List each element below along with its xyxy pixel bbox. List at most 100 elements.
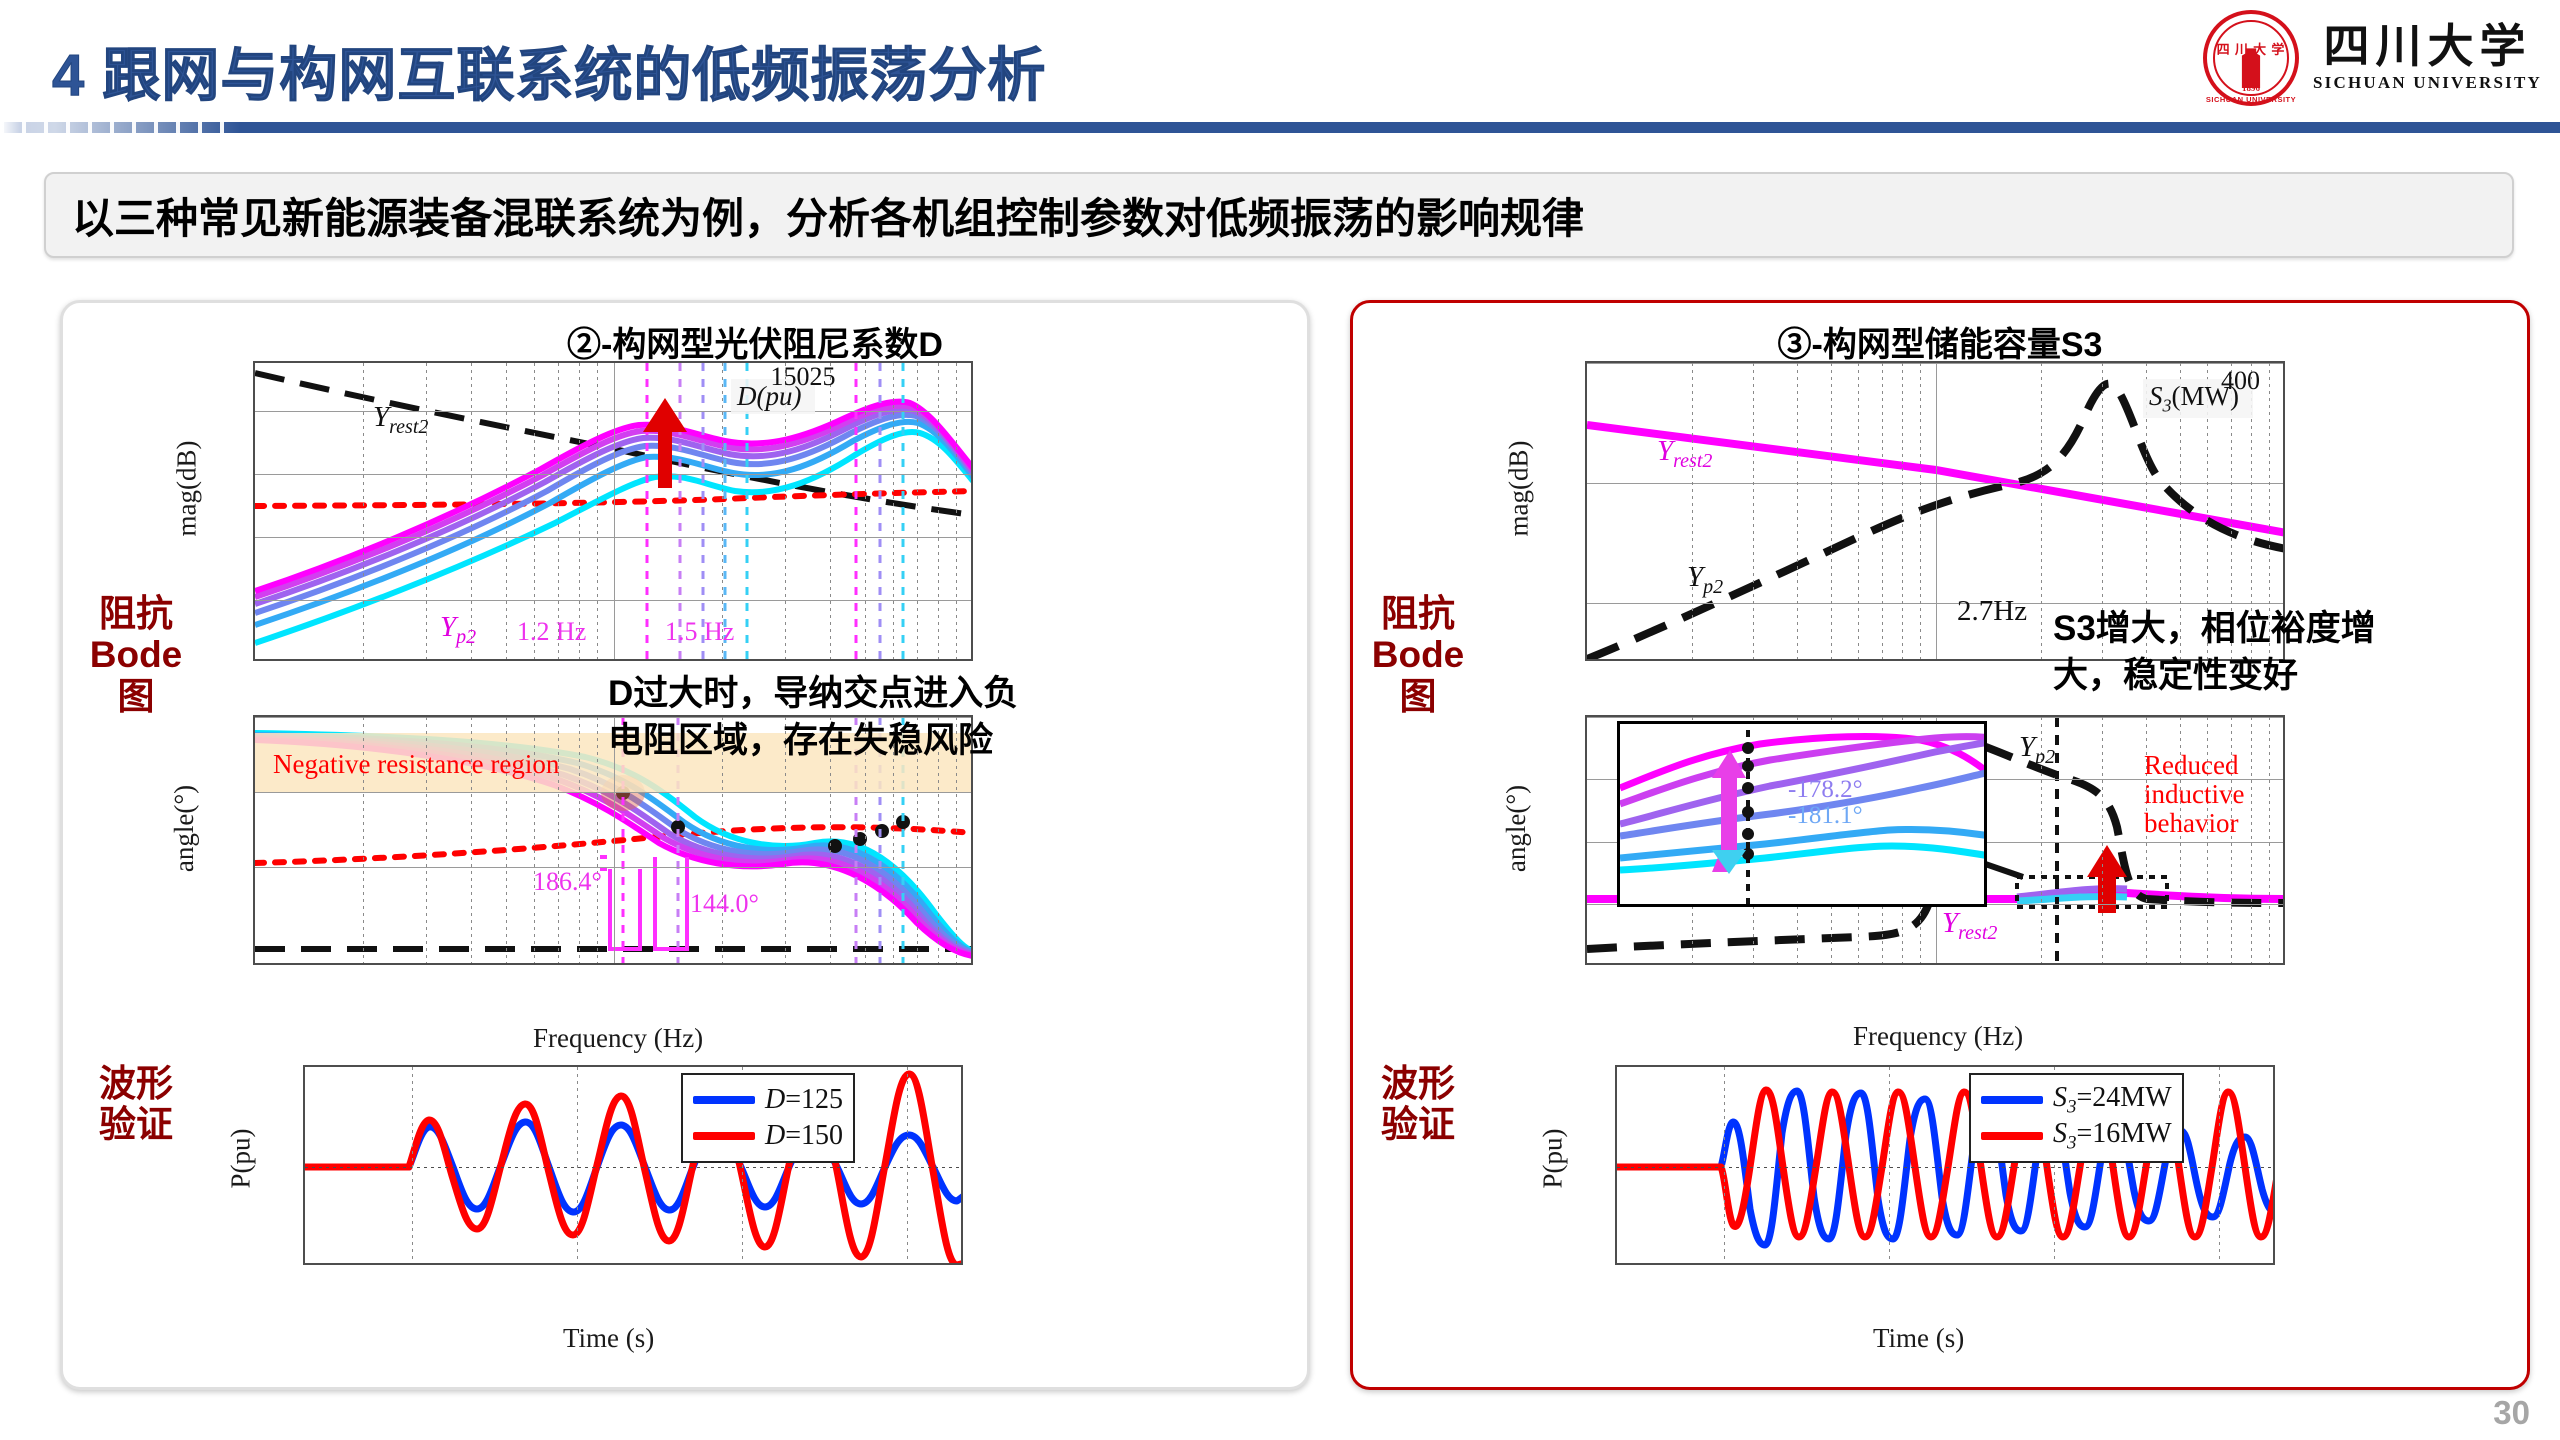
seal-bottom-text: SICHUAN UNIVERSITY [2205,95,2297,104]
title-underline [0,122,2560,133]
legend-item-d150: D=150 [693,1118,843,1154]
right-panel-title: ③-构网型储能容量S3 [1777,326,2103,364]
colorbar-s-symbol: S [2149,381,2163,411]
curve-label-yp2-mag-left: Yp2 [440,611,476,649]
legend-swatch-d125 [693,1096,755,1104]
curve-label-yp2-phase-right: Yp2 [2019,731,2055,769]
legend-s-symbol: S [2053,1081,2067,1113]
freq-marker-1-5hz: 1.5 Hz [665,617,735,646]
reduced-line1: Reduced [2144,750,2239,780]
r-yp2-ph-sub: p2 [2035,745,2056,768]
legend-d-symbol: D [765,1084,786,1115]
row-label-r-line3: 图 [1399,675,1437,717]
sichuan-university-logo: 四 川 大 学 1896 SICHUAN UNIVERSITY 四川大学 SIC… [2203,10,2542,106]
left-panel-title: ②-构网型光伏阻尼系数D [567,326,943,364]
legend-label-d125: D=125 [765,1084,843,1116]
row-label-bode-left: 阻抗 Bode 图 [71,593,201,717]
legend-s3-24-value: =24MW [2076,1081,2172,1113]
right-bode-phase-axes: -178.2° -181.1° 200 100 0 -100 -200 Yp2 … [1585,715,2285,965]
subtitle-box: 以三种常见新能源装备混联系统为例，分析各机组控制参数对低频振荡的影响规律 [44,172,2514,258]
colorbar-s-sub: 3 [2162,395,2172,416]
y-axis-label-angle-right: angle(°) [1501,784,1532,873]
colorbar-min-0: 0 [2246,366,2260,396]
legend-label-s3-16: S3=16MW [2053,1118,2172,1155]
r-yrest2-symbol: Y [1657,435,1674,467]
r-yrest2-sub: rest2 [1673,449,1713,472]
legend-label-d150: D=150 [765,1120,843,1152]
legend-swatch-d150 [693,1132,755,1140]
legend-item-s3-24: S3=24MW [1981,1082,2172,1118]
negative-resistance-label: Negative resistance region [273,749,560,779]
row-label-wave-line1: 波形 [99,1063,173,1104]
right-wave-legend: S3=24MW S3=16MW [1969,1073,2184,1163]
legend-d125-value: =125 [785,1084,844,1115]
right-annotation-line1: S3增大，相位裕度增 [2053,609,2376,648]
logo-english-name: SICHUAN UNIVERSITY [2313,73,2542,92]
phase-margin-144: 144.0° [690,889,759,918]
right-annotation-text: S3增大，相位裕度增 大，稳定性变好 [2053,605,2523,700]
y-axis-label-ppu-left: P(pu) [225,1128,256,1189]
row-label-r-line2: Bode [1371,634,1465,676]
freq-marker-2-7hz: 2.7Hz [1957,595,2028,627]
page-title: 4 跟网与构网互联系统的低频振荡分析 [51,43,1047,109]
reduced-line2: inductive [2144,779,2245,810]
left-colorbar-legend: D(pu) 25 150 [731,362,835,414]
legend-s-sub: 3 [2067,1096,2077,1118]
inset-label-178: -178.2° [1788,776,1863,803]
right-panel: ③-构网型储能容量S3 阻抗 Bode 图 波形 验证 [1350,300,2530,1390]
left-waveform-curves [305,1070,961,1263]
title-bar: 4 跟网与构网互联系统的低频振荡分析 [0,10,2560,120]
legend-item-s3-16: S3=16MW [1981,1118,2172,1154]
legend-s3-16-value: =16MW [2076,1117,2172,1149]
left-annotation-line1: D过大时，导纳交点进入负 [608,674,1019,713]
slide-number: 30 [2493,1394,2530,1431]
left-panel: ②-构网型光伏阻尼系数D 阻抗 Bode 图 波形 验证 [60,300,1310,1390]
left-annotation-text: D过大时，导纳交点进入负 电阻区域，存在失稳风险 [608,670,1168,765]
reduced-inductive-label: Reduced inductive behavior [2144,750,2245,839]
legend-item-d125: D=125 [693,1082,843,1118]
y-axis-label-mag-right: mag(dB) [1503,440,1534,537]
row-label-r-line1: 阻抗 [1381,593,1455,634]
reduced-line3: behavior [2144,808,2239,839]
legend-d-symbol2: D [765,1120,786,1151]
trend-up-arrow-icon [643,398,687,488]
row-label-line3: 图 [117,675,155,717]
left-annotation-line2: 电阻区域，存在失稳风险 [608,721,994,761]
x-axis-label-time-left: Time (s) [563,1323,655,1353]
colorbar-unit: (MW) [2171,381,2239,411]
curve-label-yp2-mag-right: Yp2 [1687,561,1723,599]
yrest2-subscript: rest2 [389,415,429,438]
legend-label-s3-24: S3=24MW [2053,1082,2172,1119]
r-yrest2-ph-sub: rest2 [1958,921,1998,944]
x-axis-label-frequency-left: Frequency (Hz) [533,1023,704,1053]
legend-swatch-s3-24 [1981,1096,2043,1104]
row-label-wave-left: 波形 验证 [71,1063,201,1146]
university-seal-icon: 四 川 大 学 1896 SICHUAN UNIVERSITY [2203,10,2299,106]
inset-curves [1620,730,1984,904]
row-label-wave-right: 波形 验证 [1353,1063,1483,1146]
legend-s-symbol2: S [2053,1117,2067,1149]
colorbar-max-150: 150 [770,362,810,391]
title-underline-fade [0,122,240,133]
row-label-r-wave2: 验证 [1381,1104,1455,1146]
row-label-line1: 阻抗 [99,593,173,634]
seal-tower-icon [2241,48,2261,89]
left-waveform-axes: 1 0.95 0.9 8 10 12 14 D=125 D=150 [303,1065,963,1265]
curve-label-yrest2-phase-right: Yrest2 [1942,907,1997,945]
colorbar-title-d: D(pu) [737,381,802,411]
yp2-subscript: p2 [456,625,477,648]
left-wave-legend: D=125 D=150 [681,1073,856,1163]
negative-resistance-band [255,733,971,793]
y-axis-label-angle-left: angle(°) [169,784,200,873]
row-label-r-wave1: 波形 [1381,1063,1455,1104]
seal-year: 1896 [2242,83,2260,93]
r-yrest2-ph-symbol: Y [1942,907,1959,939]
row-label-bode-right: 阻抗 Bode 图 [1353,593,1483,717]
legend-d150-value: =150 [785,1120,844,1151]
r-yp2-ph-symbol: Y [2019,731,2036,763]
logo-chinese-name: 四川大学 [2323,19,2532,73]
y-axis-label-ppu-right: P(pu) [1537,1128,1568,1189]
right-annotation-line2: 大，稳定性变好 [2053,656,2299,696]
r-yp2-symbol: Y [1687,561,1704,593]
